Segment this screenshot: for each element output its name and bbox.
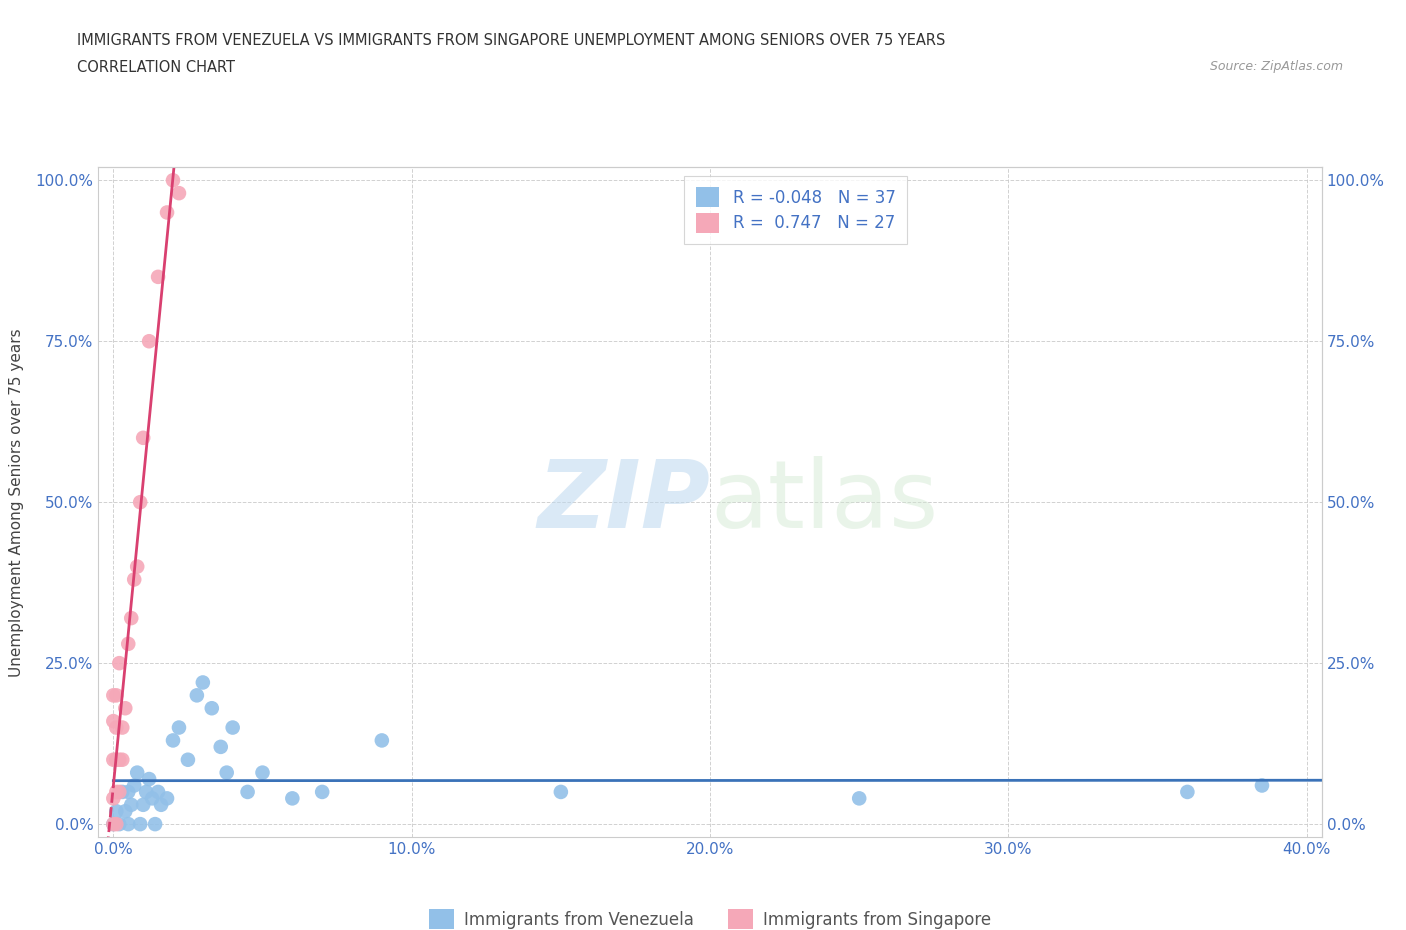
Point — [156, 205, 179, 219]
Point — [111, 720, 134, 735]
Point — [135, 785, 157, 800]
Point — [138, 334, 160, 349]
Point — [105, 720, 128, 735]
Point — [848, 790, 870, 805]
Point — [122, 572, 145, 587]
Text: IMMIGRANTS FROM VENEZUELA VS IMMIGRANTS FROM SINGAPORE UNEMPLOYMENT AMONG SENIOR: IMMIGRANTS FROM VENEZUELA VS IMMIGRANTS … — [77, 33, 946, 47]
Point — [221, 720, 243, 735]
Text: atlas: atlas — [710, 457, 938, 548]
Point — [105, 785, 128, 800]
Point — [129, 495, 152, 510]
Point — [186, 688, 208, 703]
Point — [103, 752, 125, 767]
Point — [120, 797, 142, 812]
Point — [162, 173, 184, 188]
Point — [201, 701, 224, 716]
Point — [105, 804, 128, 818]
Point — [132, 797, 155, 812]
Point — [127, 559, 149, 574]
Point — [108, 817, 131, 831]
Point — [114, 804, 136, 818]
Point — [146, 785, 169, 800]
Point — [127, 765, 149, 780]
Point — [103, 817, 125, 831]
Text: Source: ZipAtlas.com: Source: ZipAtlas.com — [1209, 60, 1343, 73]
Point — [167, 720, 190, 735]
Legend: Immigrants from Venezuela, Immigrants from Singapore: Immigrants from Venezuela, Immigrants fr… — [423, 902, 997, 930]
Point — [252, 765, 274, 780]
Point — [550, 785, 572, 800]
Point — [281, 790, 304, 805]
Point — [1177, 785, 1199, 800]
Point — [146, 270, 169, 285]
Point — [117, 785, 139, 800]
Point — [105, 688, 128, 703]
Point — [120, 611, 142, 626]
Point — [162, 733, 184, 748]
Text: CORRELATION CHART: CORRELATION CHART — [77, 60, 235, 75]
Point — [236, 785, 259, 800]
Point — [105, 817, 128, 831]
Point — [108, 752, 131, 767]
Point — [111, 785, 134, 800]
Point — [103, 817, 125, 831]
Point — [111, 752, 134, 767]
Point — [156, 790, 179, 805]
Point — [114, 701, 136, 716]
Point — [209, 739, 232, 754]
Point — [122, 778, 145, 793]
Point — [105, 752, 128, 767]
Y-axis label: Unemployment Among Seniors over 75 years: Unemployment Among Seniors over 75 years — [10, 328, 24, 676]
Point — [143, 817, 166, 831]
Point — [191, 675, 214, 690]
Point — [371, 733, 394, 748]
Point — [1251, 778, 1274, 793]
Point — [129, 817, 152, 831]
Point — [103, 713, 125, 728]
Point — [108, 785, 131, 800]
Point — [150, 797, 173, 812]
Point — [103, 790, 125, 805]
Point — [215, 765, 238, 780]
Point — [132, 431, 155, 445]
Point — [311, 785, 333, 800]
Point — [117, 817, 139, 831]
Text: ZIP: ZIP — [537, 457, 710, 548]
Point — [117, 636, 139, 651]
Point — [103, 688, 125, 703]
Point — [138, 772, 160, 787]
Point — [167, 186, 190, 201]
Point — [141, 790, 163, 805]
Point — [108, 656, 131, 671]
Point — [177, 752, 200, 767]
